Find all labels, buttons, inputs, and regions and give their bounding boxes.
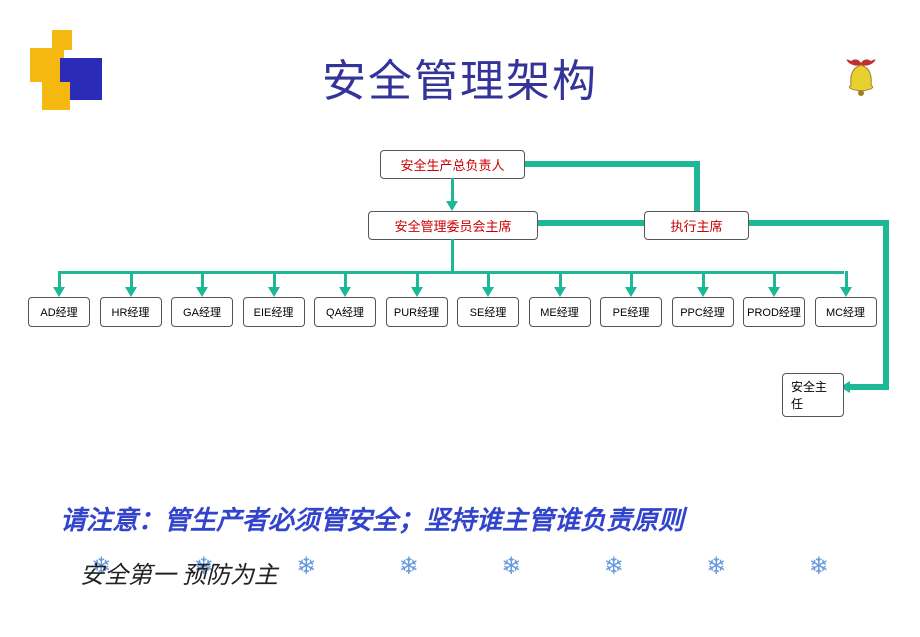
- arrow-mgr: [625, 287, 637, 297]
- snowflake-icon: ❄: [296, 552, 316, 581]
- node-manager: MC经理: [815, 297, 877, 327]
- snowflake-icon: ❄: [501, 552, 521, 581]
- node-manager: SE经理: [457, 297, 519, 327]
- arrow-mgr: [339, 287, 351, 297]
- node-manager: AD经理: [28, 297, 90, 327]
- node-manager: PROD经理: [743, 297, 805, 327]
- node-manager: ME经理: [529, 297, 591, 327]
- conn-bus: [58, 271, 844, 274]
- arrow-mgr: [268, 287, 280, 297]
- node-mid-left: 安全管理委员会主席: [368, 211, 538, 240]
- conn-exec-right-h: [749, 220, 889, 226]
- node-manager: HR经理: [100, 297, 162, 327]
- conn-top-right-h: [525, 161, 700, 167]
- conn-midleft-down: [451, 239, 454, 271]
- node-manager: PPC经理: [672, 297, 734, 327]
- node-mid-right: 执行主席: [644, 211, 749, 240]
- footer-text: 安全第一 预防为主: [80, 555, 278, 590]
- arrow-mgr: [840, 287, 852, 297]
- node-top: 安全生产总负责人: [380, 150, 525, 179]
- notice-text: 请注意：管生产者必须管安全；坚持谁主管谁负责原则: [60, 500, 684, 537]
- snowflake-icon: ❄: [399, 552, 419, 581]
- node-manager: PUR经理: [386, 297, 448, 327]
- arrow-mgr: [482, 287, 494, 297]
- arrow-mgr: [697, 287, 709, 297]
- conn-exec-right-v: [883, 220, 889, 390]
- org-chart: 安全生产总负责人 安全管理委员会主席 执行主席 AD经理 HR经理 GA经理 EIE经…: [0, 150, 920, 490]
- node-manager: EIE经理: [243, 297, 305, 327]
- snowflake-icon: ❄: [706, 552, 726, 581]
- conn-top-midleft: [451, 178, 454, 203]
- arrow-mgr: [125, 287, 137, 297]
- node-safety-lead: 安全主任: [782, 373, 844, 417]
- snowflake-icon: ❄: [604, 552, 624, 581]
- arrow-mgr: [196, 287, 208, 297]
- conn-exec-bottom-h: [848, 384, 889, 390]
- arrow-mgr: [768, 287, 780, 297]
- snowflake-icon: ❄: [809, 552, 829, 581]
- node-manager: QA经理: [314, 297, 376, 327]
- bell-icon: [837, 55, 885, 108]
- node-manager: PE经理: [600, 297, 662, 327]
- conn-mid-h: [538, 220, 644, 226]
- arrow-mgr: [53, 287, 65, 297]
- arrow-mgr: [554, 287, 566, 297]
- node-manager: GA经理: [171, 297, 233, 327]
- conn-top-right-v: [694, 161, 700, 211]
- arrow-top-midleft: [446, 201, 458, 211]
- page-title: 安全管理架构: [0, 45, 920, 109]
- arrow-mgr: [411, 287, 423, 297]
